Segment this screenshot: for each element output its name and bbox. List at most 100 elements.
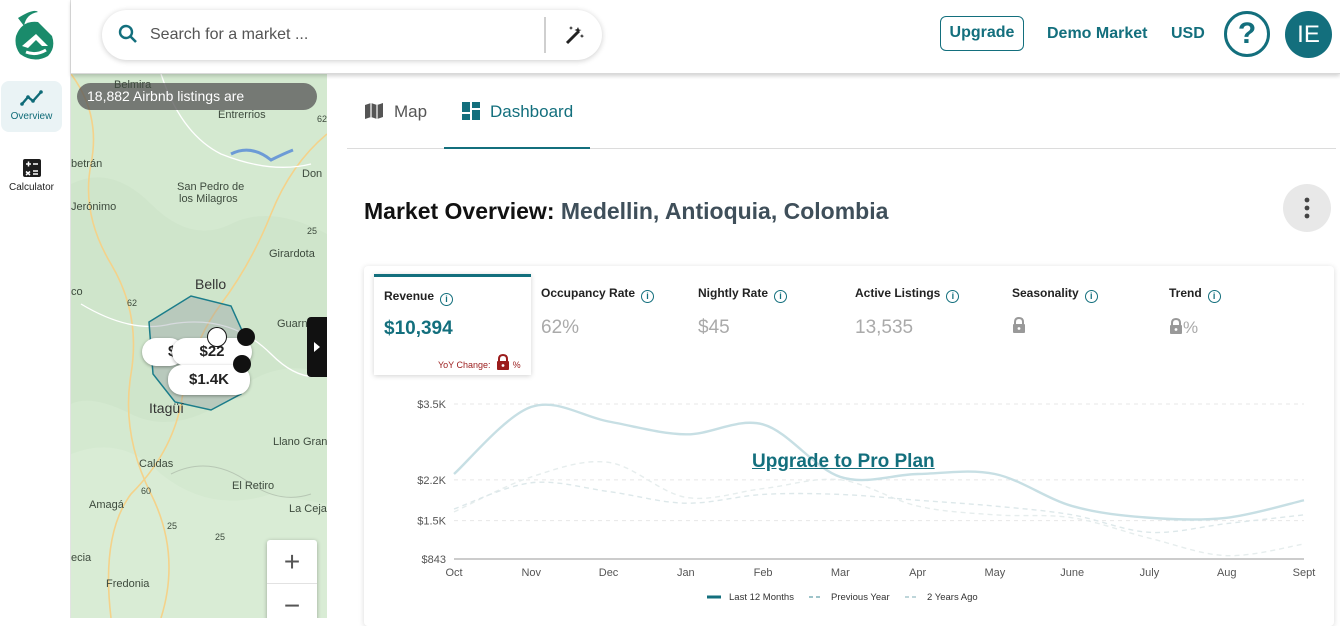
rail-item-overview[interactable]: Overview xyxy=(1,81,62,132)
map-icon xyxy=(365,103,383,119)
series-line xyxy=(453,460,1305,557)
map-label-jeronimo: Jerónimo xyxy=(71,201,117,213)
metric-label: Occupancy Rate xyxy=(541,286,636,300)
metric-label: Trend xyxy=(1169,286,1202,300)
metric-label: Nightly Rate xyxy=(698,286,769,300)
metric-nightly-rate[interactable]: Nightly Rate i $45 xyxy=(698,284,788,339)
zoom-controls: + − xyxy=(267,540,317,618)
upgrade-to-pro-link[interactable]: Upgrade to Pro Plan xyxy=(752,451,935,472)
info-icon[interactable]: i xyxy=(774,290,788,303)
x-tick-label: Sept xyxy=(1293,567,1316,579)
info-icon[interactable]: i xyxy=(946,290,960,303)
metric-revenue[interactable]: Revenue i $10,394 YoY Change: % xyxy=(374,274,531,375)
zoom-out-button[interactable]: − xyxy=(283,590,301,618)
zoom-in-button[interactable]: + xyxy=(267,540,317,584)
legend-label: 2 Years Ago xyxy=(927,592,978,603)
avatar[interactable]: IE xyxy=(1285,11,1332,58)
tab-map-label: Map xyxy=(394,102,428,121)
road-marker: 25 xyxy=(167,521,178,531)
map-label-llano-grande: Llano Gran xyxy=(273,436,327,448)
x-tick-label: Feb xyxy=(754,567,773,579)
search-icon xyxy=(118,24,137,43)
legend-label: Last 12 Months xyxy=(729,592,794,603)
x-tick-label: July xyxy=(1140,567,1160,579)
market-metrics-card: Revenue i $10,394 YoY Change: % Occupancy… xyxy=(364,266,1334,626)
lock-icon xyxy=(497,353,510,370)
app-logo[interactable] xyxy=(12,8,58,62)
metric-label: Active Listings xyxy=(855,286,941,300)
page-title: Market Overview: Medellin, Antioquia, Co… xyxy=(364,198,888,225)
map-label-girardota: Girardota xyxy=(269,248,315,260)
lock-icon xyxy=(237,328,255,346)
x-tick-label: June xyxy=(1060,567,1084,579)
metric-occupancy-rate[interactable]: Occupancy Rate i 62% xyxy=(541,284,655,339)
info-icon[interactable]: i xyxy=(1084,290,1098,303)
search-input[interactable] xyxy=(150,24,530,46)
map-label-belmira: Belmira xyxy=(114,79,152,91)
info-icon[interactable]: i xyxy=(440,293,454,306)
yoy-change: YoY Change: % xyxy=(438,353,521,370)
road-marker: 25 xyxy=(215,532,226,542)
legend-label: Previous Year xyxy=(831,592,890,603)
page-title-prefix: Market Overview: xyxy=(364,198,555,224)
map-label-fredonia: Fredonia xyxy=(106,578,150,590)
tab-dashboard-label: Dashboard xyxy=(490,102,574,121)
metric-trend[interactable]: Trend i % xyxy=(1169,284,1221,339)
x-tick-label: Aug xyxy=(1217,567,1237,579)
map-panel[interactable]: 18,882 Airbnb listings are Belmira Entre… xyxy=(71,74,327,618)
series-line xyxy=(453,481,1305,534)
more-options-button[interactable] xyxy=(1283,184,1331,232)
lock-icon xyxy=(1013,316,1025,333)
metric-value: % xyxy=(1183,318,1199,337)
metric-seasonality[interactable]: Seasonality i xyxy=(1012,284,1098,339)
rail-item-calculator[interactable]: Calculator xyxy=(1,158,62,202)
metric-value: $10,394 xyxy=(384,318,453,339)
metric-value: 13,535 xyxy=(855,317,914,338)
metric-active-listings[interactable]: Active Listings i 13,535 xyxy=(855,284,960,339)
dashboard-icon xyxy=(462,102,480,120)
info-icon[interactable]: i xyxy=(1207,290,1221,303)
road-marker: 25 xyxy=(307,226,318,236)
search-box[interactable] xyxy=(102,10,602,60)
map-label-don: Don xyxy=(302,168,323,180)
left-rail: Overview Calculator xyxy=(0,0,71,618)
x-tick-label: Oct xyxy=(445,567,462,579)
metric-value: 62% xyxy=(541,317,580,338)
rail-item-overview-label: Overview xyxy=(10,111,53,122)
collapse-map-button[interactable] xyxy=(307,317,327,377)
x-tick-label: Jan xyxy=(677,567,695,579)
map-label-venecia: ecia xyxy=(71,552,92,564)
metric-label: Revenue xyxy=(384,289,435,303)
road-marker: 62 xyxy=(317,114,327,124)
view-tabs: Map Dashboard xyxy=(347,88,1336,149)
road-marker: 62 xyxy=(127,298,138,308)
help-button[interactable]: ? xyxy=(1224,11,1270,57)
series-line xyxy=(453,403,1305,521)
x-tick-label: Dec xyxy=(599,567,619,579)
magic-wand-icon[interactable] xyxy=(564,24,586,46)
metric-value: $45 xyxy=(698,317,730,338)
y-tick-label: $2.2K xyxy=(417,475,446,487)
map-label-entrerrios: Entrerrios xyxy=(218,109,266,121)
map-label-guarne: Guarn xyxy=(277,318,308,330)
lock-icon xyxy=(1170,317,1182,334)
map-label-caldas: Caldas xyxy=(139,458,174,470)
tab-dashboard[interactable]: Dashboard xyxy=(444,88,590,149)
trend-chart-icon xyxy=(19,90,43,106)
currency-selector[interactable]: USD xyxy=(1171,25,1205,42)
map-label-amaga: Amagá xyxy=(89,499,124,511)
demo-market-link[interactable]: Demo Market xyxy=(1047,25,1148,42)
y-tick-label: $1.5K xyxy=(417,516,446,528)
info-icon[interactable]: i xyxy=(641,290,655,303)
map-label-la-ceja: La Ceja xyxy=(289,503,327,515)
upgrade-button[interactable]: Upgrade xyxy=(940,16,1024,51)
map-label-san-pedro: San Pedro de xyxy=(177,181,245,193)
search-divider xyxy=(544,17,546,53)
tab-map[interactable]: Map xyxy=(364,88,427,149)
map-label-betran: betrán xyxy=(71,158,103,170)
calculator-icon xyxy=(22,159,41,177)
y-tick-label: $843 xyxy=(422,554,446,566)
yoy-label: YoY Change: xyxy=(438,360,491,370)
top-bar: Upgrade Demo Market USD ? IE xyxy=(71,0,1340,74)
rail-item-calculator-label: Calculator xyxy=(8,182,55,193)
